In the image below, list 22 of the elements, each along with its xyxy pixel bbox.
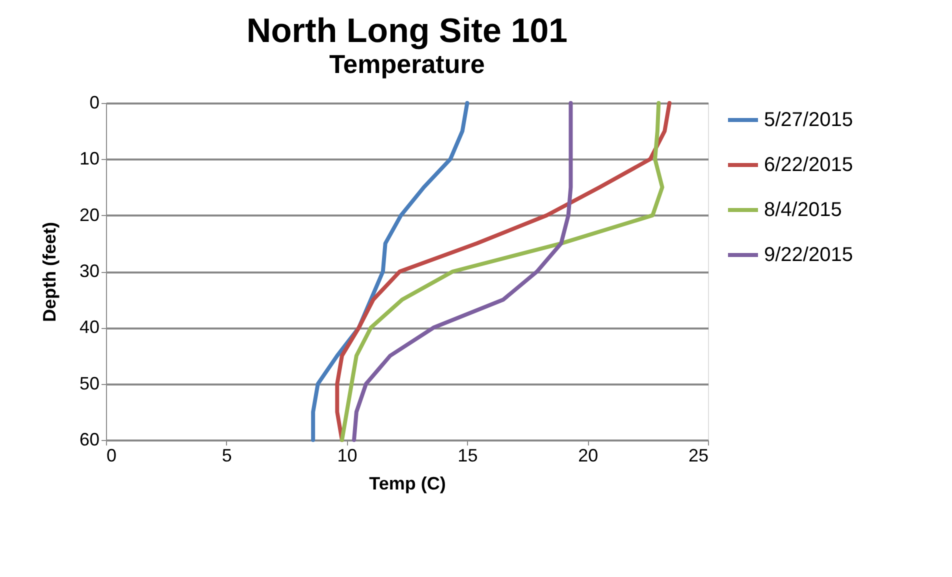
legend-label: 9/22/2015 xyxy=(764,244,853,266)
x-tick-label: 20 xyxy=(578,446,598,466)
x-tick-label: 0 xyxy=(106,446,117,466)
y-tick-label: 60 xyxy=(79,430,100,450)
x-tick-label: 15 xyxy=(458,446,478,466)
chart-subtitle: Temperature xyxy=(329,49,485,79)
legend-label: 8/4/2015 xyxy=(764,199,842,221)
chart-title: North Long Site 101 xyxy=(246,12,568,50)
y-tick-label: 10 xyxy=(79,148,100,169)
y-tick-label: 40 xyxy=(79,317,100,338)
legend-label: 5/27/2015 xyxy=(764,109,853,131)
y-tick-label: 20 xyxy=(79,204,100,225)
y-tick-label: 0 xyxy=(89,92,100,112)
y-tick-label: 50 xyxy=(79,373,100,394)
x-axis-title: Temp (C) xyxy=(369,474,446,494)
line-series xyxy=(352,101,573,442)
x-tick-label: 10 xyxy=(337,446,358,466)
x-tick-label: 25 xyxy=(688,446,708,466)
y-tick-label: 30 xyxy=(79,261,100,281)
legend-label: 6/22/2015 xyxy=(764,154,853,176)
y-axis-title: Depth (feet) xyxy=(39,222,60,322)
x-tick-label: 5 xyxy=(222,446,232,466)
